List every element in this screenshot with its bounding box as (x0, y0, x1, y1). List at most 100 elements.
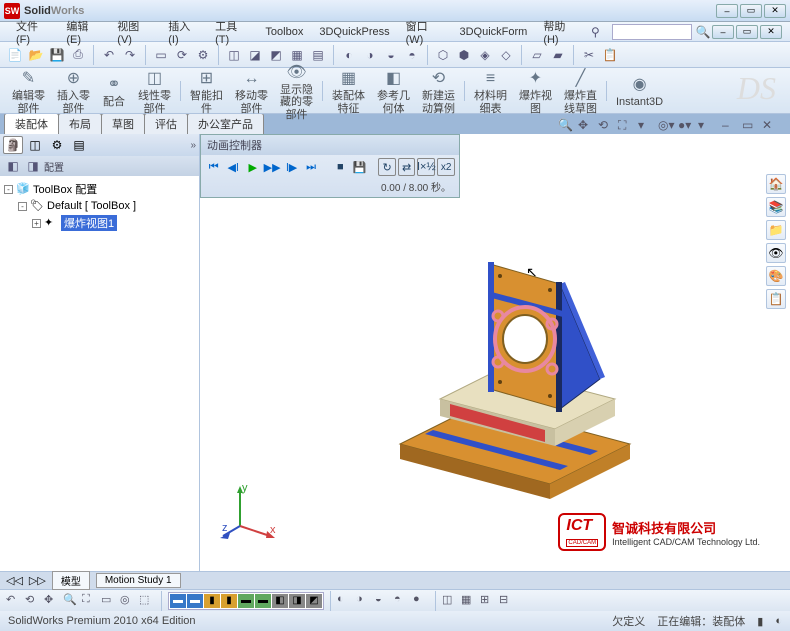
tree-default[interactable]: - 🏷 Default [ ToolBox ] (18, 198, 195, 214)
menu-insert[interactable]: 插入(I) (160, 16, 207, 48)
view-left-icon[interactable]: ▮ (204, 594, 220, 608)
tree-exploded[interactable]: + ✦ 爆炸视图1 (32, 214, 195, 232)
panel-tab-display-icon[interactable]: ▤ (69, 136, 89, 154)
vt-scene-icon[interactable]: ●▾ (678, 118, 694, 134)
bt-d3-icon[interactable]: ◒ (375, 593, 391, 609)
vt-min-icon[interactable]: – (722, 118, 738, 134)
anim-save-button[interactable]: 💾 (351, 158, 368, 176)
view-tri-icon[interactable]: ◨ (289, 594, 305, 608)
view-right-icon[interactable]: ▮ (221, 594, 237, 608)
panel-expand-button[interactable]: » (190, 140, 196, 151)
ribbon-btn-1[interactable]: ⊕插入零 部件 (51, 64, 96, 116)
ribbon-btn-12[interactable]: ╱爆炸直 线草图 (558, 64, 603, 116)
anim-play-button[interactable]: ▶ (244, 158, 261, 176)
anim-stepfwd-button[interactable]: ǀ▶ (283, 158, 300, 176)
bt-1-icon[interactable]: ↶ (6, 593, 22, 609)
bt-d2-icon[interactable]: ◑ (356, 593, 372, 609)
expand-icon[interactable]: - (4, 185, 13, 194)
vt-close-icon[interactable]: ✕ (762, 118, 778, 134)
minimize-button[interactable]: – (716, 4, 738, 18)
tab-model[interactable]: 模型 (52, 571, 90, 590)
bt-d1-icon[interactable]: ◐ (337, 593, 353, 609)
anim-last-button[interactable]: ⏭ (302, 158, 319, 176)
anim-loop-button[interactable]: ↻ (378, 158, 396, 176)
bt-e4-icon[interactable]: ⊟ (499, 593, 515, 609)
tab-nav-right-icon[interactable]: ▷▷ (29, 574, 46, 587)
taskpane-prop-icon[interactable]: 📋 (766, 289, 786, 309)
bt-4-icon[interactable]: 🔍 (63, 593, 79, 609)
bt-d4-icon[interactable]: ◓ (394, 593, 410, 609)
search-input[interactable] (612, 24, 692, 40)
menu-3dqp[interactable]: 3DQuickPress (311, 24, 397, 40)
graphics-canvas[interactable]: 动画控制器 ⏮ ◀ǀ ▶ ▶▶ ǀ▶ ⏭ ■ 💾 ↻ ⇄ ǀ×½ x2 0.00… (200, 134, 790, 571)
bt-7-icon[interactable]: ◎ (120, 593, 136, 609)
menu-tools[interactable]: 工具(T) (207, 16, 257, 48)
ribbon-btn-10[interactable]: ≡材料明 细表 (468, 64, 513, 116)
ribbon-btn-6[interactable]: 👁显示隐 藏的零 部件 (274, 58, 319, 122)
panel-tab-property-icon[interactable]: ◫ (25, 136, 45, 154)
vt-hide-icon[interactable]: ▾ (698, 118, 714, 134)
view-top-icon[interactable]: ▬ (238, 594, 254, 608)
vt-max-icon[interactable]: ▭ (742, 118, 758, 134)
menu-toolbox[interactable]: Toolbox (257, 24, 311, 40)
menu-file[interactable]: 文件(F) (8, 16, 58, 48)
bt-e2-icon[interactable]: ▦ (461, 593, 477, 609)
expand-icon[interactable]: - (18, 202, 27, 211)
pin-icon[interactable]: ⚲ (587, 23, 604, 41)
bt-d5-icon[interactable]: ● (413, 593, 429, 609)
ribbon-btn-7[interactable]: ▦装配体 特征 (326, 64, 371, 116)
panel-tab-feature-icon[interactable]: 🗿 (3, 136, 23, 154)
doc-minimize-button[interactable]: – (712, 25, 734, 39)
view-front-icon[interactable]: ▬ (170, 594, 186, 608)
menu-window[interactable]: 窗口(W) (398, 16, 452, 48)
bt-2-icon[interactable]: ⟲ (25, 593, 41, 609)
ribbon-btn-13[interactable]: ◉Instant3D (610, 70, 669, 110)
ribbon-btn-4[interactable]: ⊞智能扣 件 (184, 64, 229, 116)
taskpane-appear-icon[interactable]: 🎨 (766, 266, 786, 286)
taskpane-file-icon[interactable]: 📁 (766, 220, 786, 240)
anim-first-button[interactable]: ⏮ (205, 158, 222, 176)
maximize-button[interactable]: ▭ (740, 4, 762, 18)
expand-icon[interactable]: + (32, 219, 41, 228)
menu-3dqf[interactable]: 3DQuickForm (451, 24, 535, 40)
ribbon-btn-11[interactable]: ✦爆炸视 图 (513, 64, 558, 116)
bt-6-icon[interactable]: ▭ (101, 593, 117, 609)
status-icon-1[interactable]: ▮ (757, 615, 763, 628)
view-back-icon[interactable]: ▬ (187, 594, 203, 608)
tab-nav-left-icon[interactable]: ◁◁ (6, 574, 23, 587)
doc-close-button[interactable]: ✕ (760, 25, 782, 39)
anim-stop-button[interactable]: ■ (332, 158, 349, 176)
menu-help[interactable]: 帮助(H) (535, 16, 587, 48)
anim-speed-button[interactable]: x2 (437, 158, 455, 176)
ribbon-btn-0[interactable]: ✎编辑零 部件 (6, 64, 51, 116)
cfg-icon-1[interactable]: ◧ (4, 157, 22, 175)
view-di-icon[interactable]: ◩ (306, 594, 322, 608)
anim-half-button[interactable]: ǀ×½ (417, 158, 435, 176)
bt-e3-icon[interactable]: ⊞ (480, 593, 496, 609)
taskpane-view-icon[interactable]: 👁 (766, 243, 786, 263)
close-button[interactable]: ✕ (764, 4, 786, 18)
ribbon-btn-9[interactable]: ⟲新建运 动算例 (416, 64, 461, 116)
taskpane-home-icon[interactable]: 🏠 (766, 174, 786, 194)
anim-fwd-button[interactable]: ▶▶ (263, 158, 280, 176)
bt-8-icon[interactable]: ⬚ (139, 593, 155, 609)
bt-3-icon[interactable]: ✥ (44, 593, 60, 609)
cfg-icon-2[interactable]: ◨ (24, 157, 42, 175)
bt-e1-icon[interactable]: ◫ (442, 593, 458, 609)
taskpane-lib-icon[interactable]: 📚 (766, 197, 786, 217)
tab-motion[interactable]: Motion Study 1 (96, 573, 181, 588)
menu-edit[interactable]: 编辑(E) (58, 16, 109, 48)
view-bottom-icon[interactable]: ▬ (255, 594, 271, 608)
status-icon-2[interactable]: ◐ (775, 615, 782, 627)
anim-stepback-button[interactable]: ◀ǀ (224, 158, 241, 176)
anim-bounce-button[interactable]: ⇄ (398, 158, 416, 176)
doc-restore-button[interactable]: ▭ (736, 25, 758, 39)
bt-5-icon[interactable]: ⛶ (82, 593, 98, 609)
ribbon-btn-5[interactable]: ↔移动零 部件 (229, 64, 274, 116)
ribbon-btn-3[interactable]: ◫线性零 部件 (132, 64, 177, 116)
panel-tab-config-icon[interactable]: ⚙ (47, 136, 67, 154)
ribbon-btn-8[interactable]: ◧参考几 何体 (371, 64, 416, 116)
search-icon[interactable]: 🔍 (694, 23, 712, 41)
tree-root[interactable]: - 🧊 ToolBox 配置 (4, 180, 195, 198)
view-iso-icon[interactable]: ◧ (272, 594, 288, 608)
